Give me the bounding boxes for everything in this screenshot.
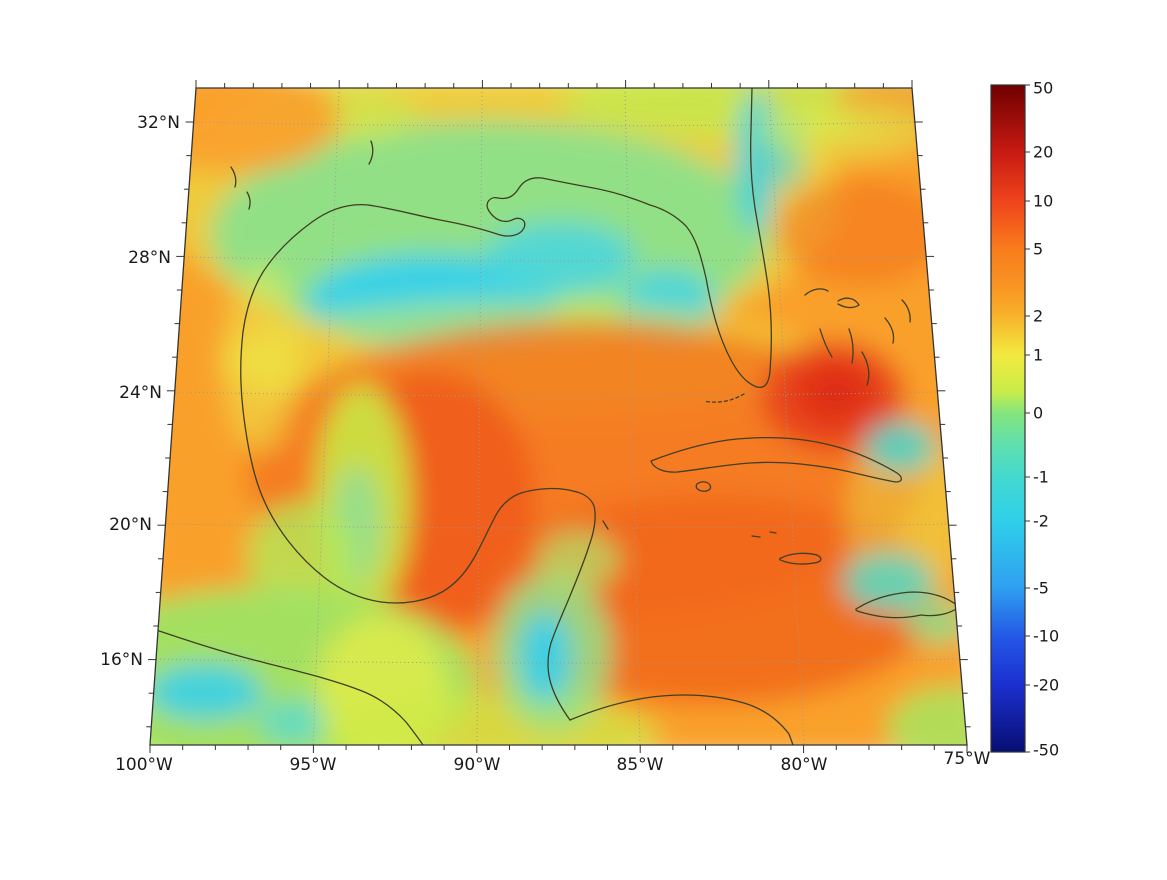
axis-ticks bbox=[146, 80, 971, 753]
gulf-coast bbox=[240, 177, 651, 721]
cuba-coast bbox=[650, 437, 903, 483]
colorbar-ticks bbox=[1025, 84, 1030, 753]
lon-tick-label: 80°W bbox=[781, 755, 828, 775]
isla-juventud bbox=[695, 481, 712, 492]
lat-axis: 32°N 28°N 24°N 20°N 16°N bbox=[100, 113, 180, 670]
lon-axis: 100°W 95°W 90°W 85°W 80°W 75°W bbox=[115, 749, 991, 775]
colorbar-tick-label: -20 bbox=[1033, 676, 1059, 695]
colorbar-tick-label: 0 bbox=[1033, 404, 1043, 423]
colorbar-tick-label: -2 bbox=[1033, 512, 1049, 531]
jamaica-coast bbox=[779, 552, 822, 565]
pacific-coast bbox=[150, 627, 424, 745]
colorbar: 50 20 10 5 2 1 0 -1 -2 -5 -10 -20 -50 bbox=[990, 79, 1059, 760]
lat-tick-label: 24°N bbox=[119, 383, 162, 403]
colorbar-tick-label: -1 bbox=[1033, 468, 1049, 487]
colorbar-tick-label: 5 bbox=[1033, 240, 1043, 259]
lat-tick-label: 16°N bbox=[100, 650, 143, 670]
small-features bbox=[230, 140, 955, 538]
florida-keys bbox=[703, 393, 745, 403]
lon-tick-label: 90°W bbox=[454, 755, 501, 775]
lon-tick-label: 100°W bbox=[115, 755, 173, 775]
colorbar-tick-label: 1 bbox=[1033, 346, 1043, 365]
colorbar-tick-label: 10 bbox=[1033, 192, 1053, 211]
colorbar-tick-label: -10 bbox=[1033, 627, 1059, 646]
colorbar-tick-label: 50 bbox=[1033, 79, 1053, 98]
coastlines bbox=[150, 88, 960, 745]
hispaniola-coast bbox=[855, 591, 960, 619]
colorbar-tick-label: -50 bbox=[1033, 741, 1059, 760]
colorbar-tick-label: 2 bbox=[1033, 307, 1043, 326]
colorbar-labels: 50 20 10 5 2 1 0 -1 -2 -5 -10 -20 -50 bbox=[1033, 79, 1059, 760]
lon-tick-label: 85°W bbox=[617, 755, 664, 775]
bahamas bbox=[804, 288, 911, 386]
lat-tick-label: 32°N bbox=[137, 113, 180, 133]
lat-tick-label: 20°N bbox=[109, 515, 152, 535]
lon-tick-label: 75°W bbox=[944, 749, 991, 769]
lat-tick-label: 28°N bbox=[128, 248, 171, 268]
graticule bbox=[155, 88, 960, 745]
florida-coast bbox=[649, 88, 772, 389]
colorbar-frame bbox=[990, 84, 1026, 753]
lon-tick-label: 95°W bbox=[290, 755, 337, 775]
colorbar-tick-label: 20 bbox=[1033, 143, 1053, 162]
heatmap-field bbox=[150, 88, 967, 745]
colorbar-tick-label: -5 bbox=[1033, 579, 1049, 598]
colorbar-gradient bbox=[991, 85, 1025, 752]
honduras-coast bbox=[569, 694, 794, 745]
